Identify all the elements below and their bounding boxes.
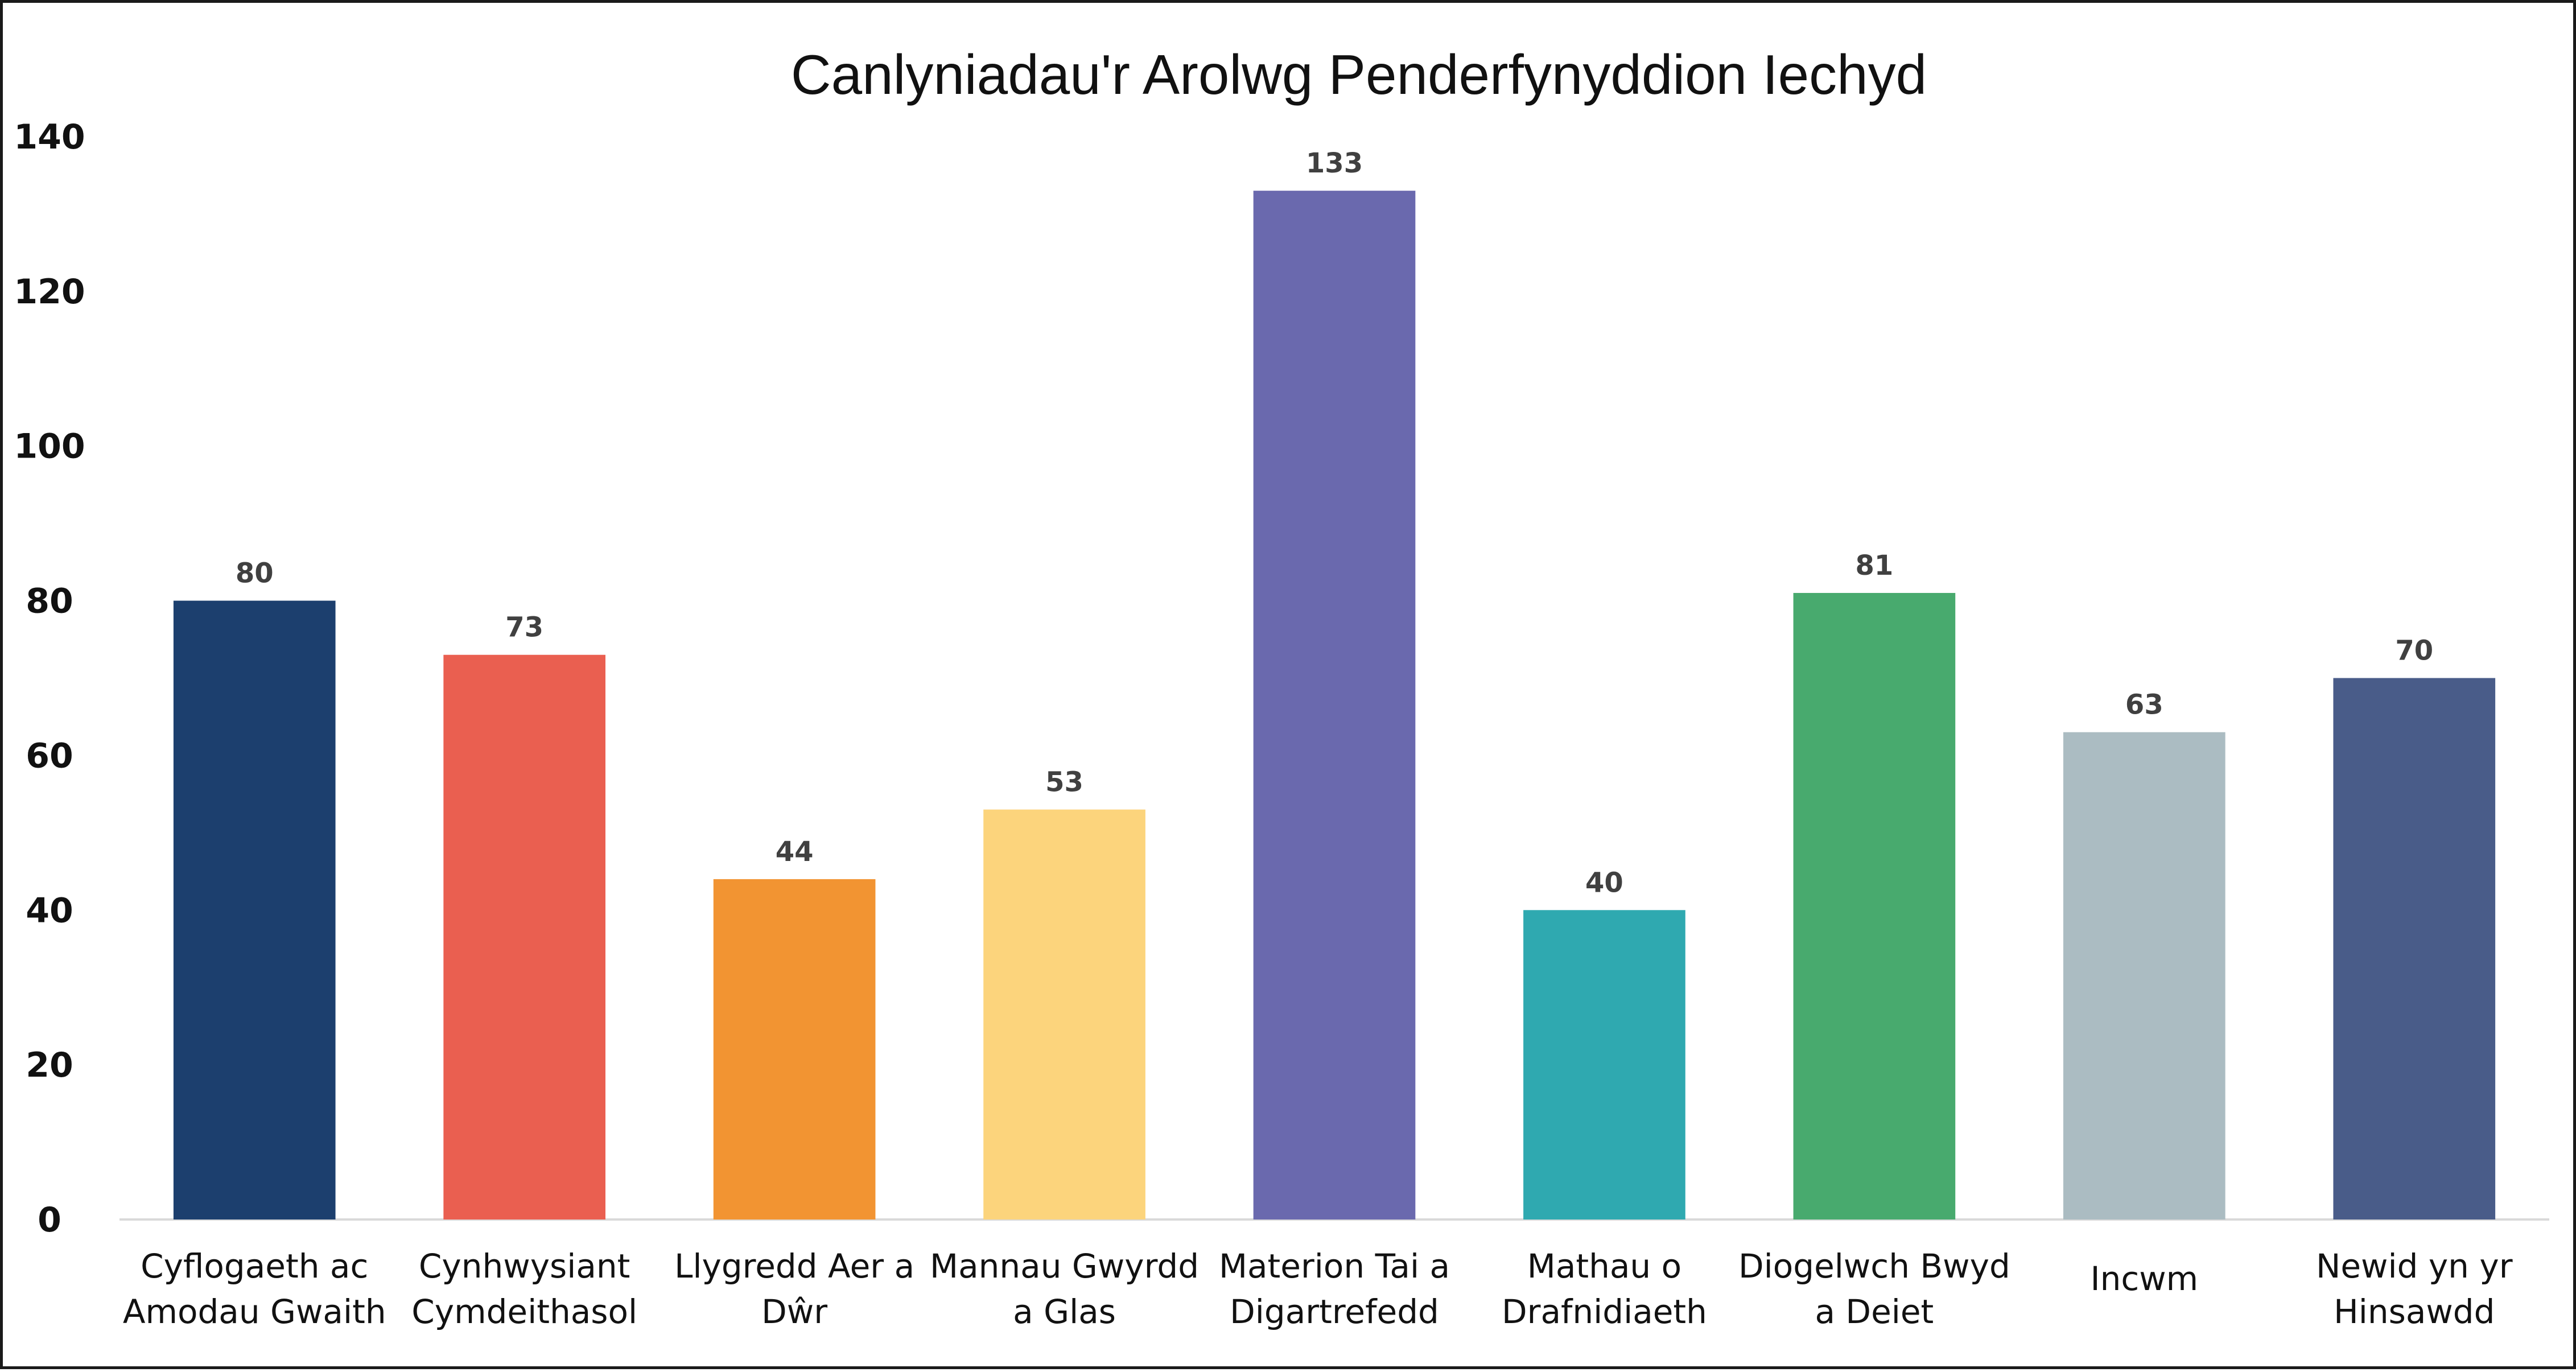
bar bbox=[713, 879, 876, 1219]
x-tick-label: a Glas bbox=[1013, 1292, 1116, 1331]
data-label: 40 bbox=[1585, 867, 1623, 899]
x-tick-label: Cynhwysiant bbox=[419, 1247, 630, 1286]
x-tick-label: Cyflogaeth ac bbox=[141, 1247, 368, 1286]
bar bbox=[443, 654, 605, 1219]
data-label: 133 bbox=[1306, 147, 1363, 179]
data-label: 44 bbox=[776, 836, 814, 868]
x-tick-label: Diogelwch Bwyd bbox=[1738, 1247, 2010, 1286]
y-tick-label: 80 bbox=[26, 582, 73, 621]
x-tick-label: Llygredd Aer a bbox=[674, 1247, 914, 1286]
x-tick-label: Materion Tai a bbox=[1219, 1247, 1450, 1286]
data-label: 70 bbox=[2395, 635, 2433, 667]
x-tick-label: Incwm bbox=[2090, 1259, 2198, 1298]
y-tick-label: 100 bbox=[14, 427, 85, 467]
data-labels: 80 73 44 53 133 40 81 63 70 bbox=[236, 147, 2433, 899]
data-label: 53 bbox=[1045, 767, 1083, 798]
x-tick-label: Newid yn yr bbox=[2316, 1247, 2513, 1286]
bar bbox=[983, 809, 1145, 1219]
bar-chart: Canlyniadau'r Arolwg Penderfynyddion Iec… bbox=[14, 43, 2549, 1331]
x-tick-label: Dŵr bbox=[761, 1292, 827, 1331]
y-axis: 0 20 40 60 80 100 120 140 bbox=[14, 117, 85, 1240]
bar bbox=[1523, 910, 1685, 1219]
data-label: 63 bbox=[2125, 689, 2163, 721]
bar bbox=[2063, 732, 2225, 1219]
bar bbox=[1253, 191, 1416, 1219]
chart-title: Canlyniadau'r Arolwg Penderfynyddion Iec… bbox=[791, 43, 1927, 106]
bar bbox=[1793, 592, 1956, 1219]
x-tick-label: Hinsawdd bbox=[2334, 1292, 2495, 1331]
y-tick-label: 120 bbox=[14, 272, 85, 312]
y-tick-label: 60 bbox=[26, 736, 73, 776]
y-tick-label: 0 bbox=[38, 1200, 61, 1240]
bars bbox=[173, 191, 2496, 1219]
y-tick-label: 20 bbox=[26, 1045, 73, 1085]
x-tick-label: Digartrefedd bbox=[1230, 1292, 1439, 1331]
x-tick-label: Drafnidiaeth bbox=[1502, 1292, 1707, 1331]
x-tick-label: Mannau Gwyrdd bbox=[930, 1247, 1199, 1286]
data-label: 81 bbox=[1855, 550, 1893, 582]
bar bbox=[173, 600, 336, 1219]
y-tick-label: 40 bbox=[26, 891, 73, 930]
y-tick-label: 140 bbox=[14, 117, 85, 157]
x-axis: Cyflogaeth ac Amodau Gwaith Cynhwysiant Cym… bbox=[123, 1247, 2513, 1331]
x-tick-label: a Deiet bbox=[1815, 1292, 1934, 1331]
bar bbox=[2333, 678, 2496, 1219]
data-label: 73 bbox=[505, 612, 543, 644]
x-tick-label: Amodau Gwaith bbox=[123, 1292, 386, 1331]
data-label: 80 bbox=[236, 558, 274, 590]
x-tick-label: Cymdeithasol bbox=[411, 1292, 637, 1331]
x-tick-label: Mathau o bbox=[1527, 1247, 1681, 1286]
